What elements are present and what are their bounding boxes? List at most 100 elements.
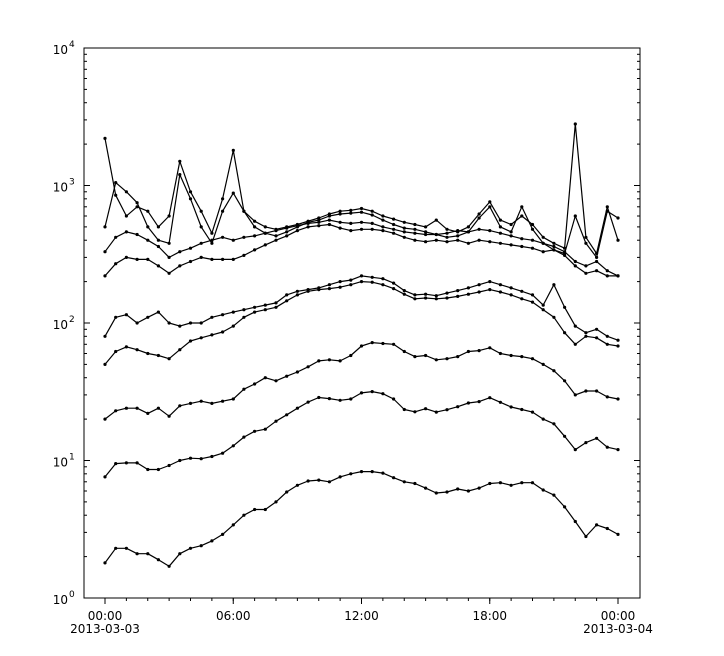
data-point	[349, 283, 353, 287]
data-point	[349, 397, 353, 401]
data-point	[359, 344, 364, 348]
data-point	[509, 222, 513, 227]
data-point	[402, 230, 406, 234]
data-point	[584, 389, 588, 393]
data-point	[349, 229, 353, 233]
data-point	[552, 369, 556, 373]
data-point	[392, 342, 396, 346]
data-point	[445, 490, 449, 494]
data-point	[434, 358, 438, 362]
data-point	[114, 349, 118, 354]
data-point	[114, 262, 118, 266]
series-1	[103, 390, 620, 479]
data-point	[498, 400, 502, 404]
data-point	[541, 308, 545, 312]
data-point	[584, 334, 588, 338]
data-point	[210, 315, 214, 319]
data-point	[359, 210, 364, 214]
data-point	[445, 231, 449, 235]
data-point	[103, 274, 107, 278]
data-point	[370, 221, 374, 225]
data-point	[488, 240, 492, 244]
data-point	[199, 209, 203, 213]
data-point	[402, 226, 406, 230]
data-point	[573, 393, 577, 397]
data-point	[327, 218, 331, 222]
data-point	[477, 238, 481, 242]
data-point	[520, 407, 524, 412]
data-point	[156, 558, 160, 562]
y-tick-label: 10	[53, 318, 68, 332]
data-point	[199, 321, 203, 325]
data-point	[178, 348, 182, 352]
data-point	[221, 313, 225, 317]
data-point	[573, 519, 577, 524]
data-point	[263, 225, 267, 229]
data-point	[381, 277, 385, 281]
data-point	[552, 493, 556, 497]
data-point	[370, 341, 374, 345]
data-point	[114, 181, 118, 185]
data-point	[124, 190, 128, 194]
data-point	[135, 461, 139, 465]
data-point	[263, 507, 267, 512]
data-point	[359, 280, 364, 284]
data-point	[327, 214, 331, 218]
data-point	[466, 489, 470, 493]
data-point	[381, 341, 385, 346]
data-point	[349, 211, 353, 215]
data-point	[199, 544, 203, 548]
data-point	[221, 399, 225, 403]
data-point	[210, 241, 214, 245]
data-point	[231, 238, 235, 242]
data-point	[135, 257, 139, 261]
data-point	[595, 389, 599, 393]
data-point	[317, 286, 321, 290]
data-point	[477, 227, 481, 231]
data-point	[413, 227, 417, 231]
data-point	[156, 225, 160, 229]
data-point	[327, 397, 331, 401]
data-point	[520, 237, 524, 241]
data-point	[477, 216, 481, 220]
data-point	[263, 231, 267, 235]
data-point	[477, 290, 481, 294]
data-point	[285, 299, 289, 303]
data-point	[466, 292, 470, 296]
data-point	[370, 470, 374, 474]
data-point	[552, 241, 556, 245]
data-point	[434, 294, 438, 298]
data-point	[509, 243, 513, 247]
data-point	[370, 275, 374, 279]
data-point	[156, 238, 160, 242]
data-point	[285, 490, 289, 494]
data-point	[338, 359, 342, 363]
data-point	[285, 225, 289, 229]
data-point	[595, 523, 599, 527]
data-point	[530, 300, 535, 304]
data-point	[327, 222, 331, 227]
data-point	[563, 505, 567, 509]
data-point	[285, 374, 289, 378]
data-point	[295, 483, 299, 487]
data-point	[146, 238, 150, 242]
data-point	[477, 283, 481, 287]
data-point	[188, 339, 193, 343]
data-point	[135, 348, 139, 352]
data-point	[520, 355, 524, 359]
data-point	[114, 462, 118, 466]
data-point	[616, 397, 620, 401]
data-point	[274, 379, 278, 383]
data-point	[124, 461, 128, 465]
data-point	[114, 315, 118, 319]
data-point	[456, 405, 460, 409]
data-point	[530, 227, 535, 231]
data-point	[605, 342, 609, 346]
data-point	[306, 220, 310, 224]
data-point	[530, 481, 535, 485]
data-point	[552, 422, 556, 426]
data-point	[381, 392, 385, 396]
y-tick-exponent: 3	[69, 178, 75, 188]
data-point	[498, 481, 502, 485]
data-point	[392, 287, 396, 291]
